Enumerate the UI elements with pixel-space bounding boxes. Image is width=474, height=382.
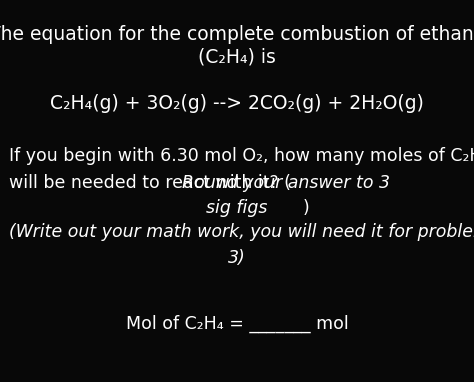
Text: Mol of C₂H₄ = _______ mol: Mol of C₂H₄ = _______ mol <box>126 315 348 333</box>
Text: sig figs: sig figs <box>206 199 268 217</box>
Text: 3): 3) <box>228 249 246 267</box>
Text: C₂H₄(g) + 3O₂(g) --> 2CO₂(g) + 2H₂O(g): C₂H₄(g) + 3O₂(g) --> 2CO₂(g) + 2H₂O(g) <box>50 94 424 113</box>
Text: will be needed to react with it? (: will be needed to react with it? ( <box>9 174 292 192</box>
Text: The equation for the complete combustion of ethane: The equation for the complete combustion… <box>0 25 474 44</box>
Text: ): ) <box>302 199 309 217</box>
Text: Round your answer to 3: Round your answer to 3 <box>182 174 391 192</box>
Text: (Write out your math work, you will need it for problem: (Write out your math work, you will need… <box>9 223 474 241</box>
Text: (C₂H₄) is: (C₂H₄) is <box>198 48 276 67</box>
Text: If you begin with 6.30 mol O₂, how many moles of C₂H₄: If you begin with 6.30 mol O₂, how many … <box>9 147 474 165</box>
